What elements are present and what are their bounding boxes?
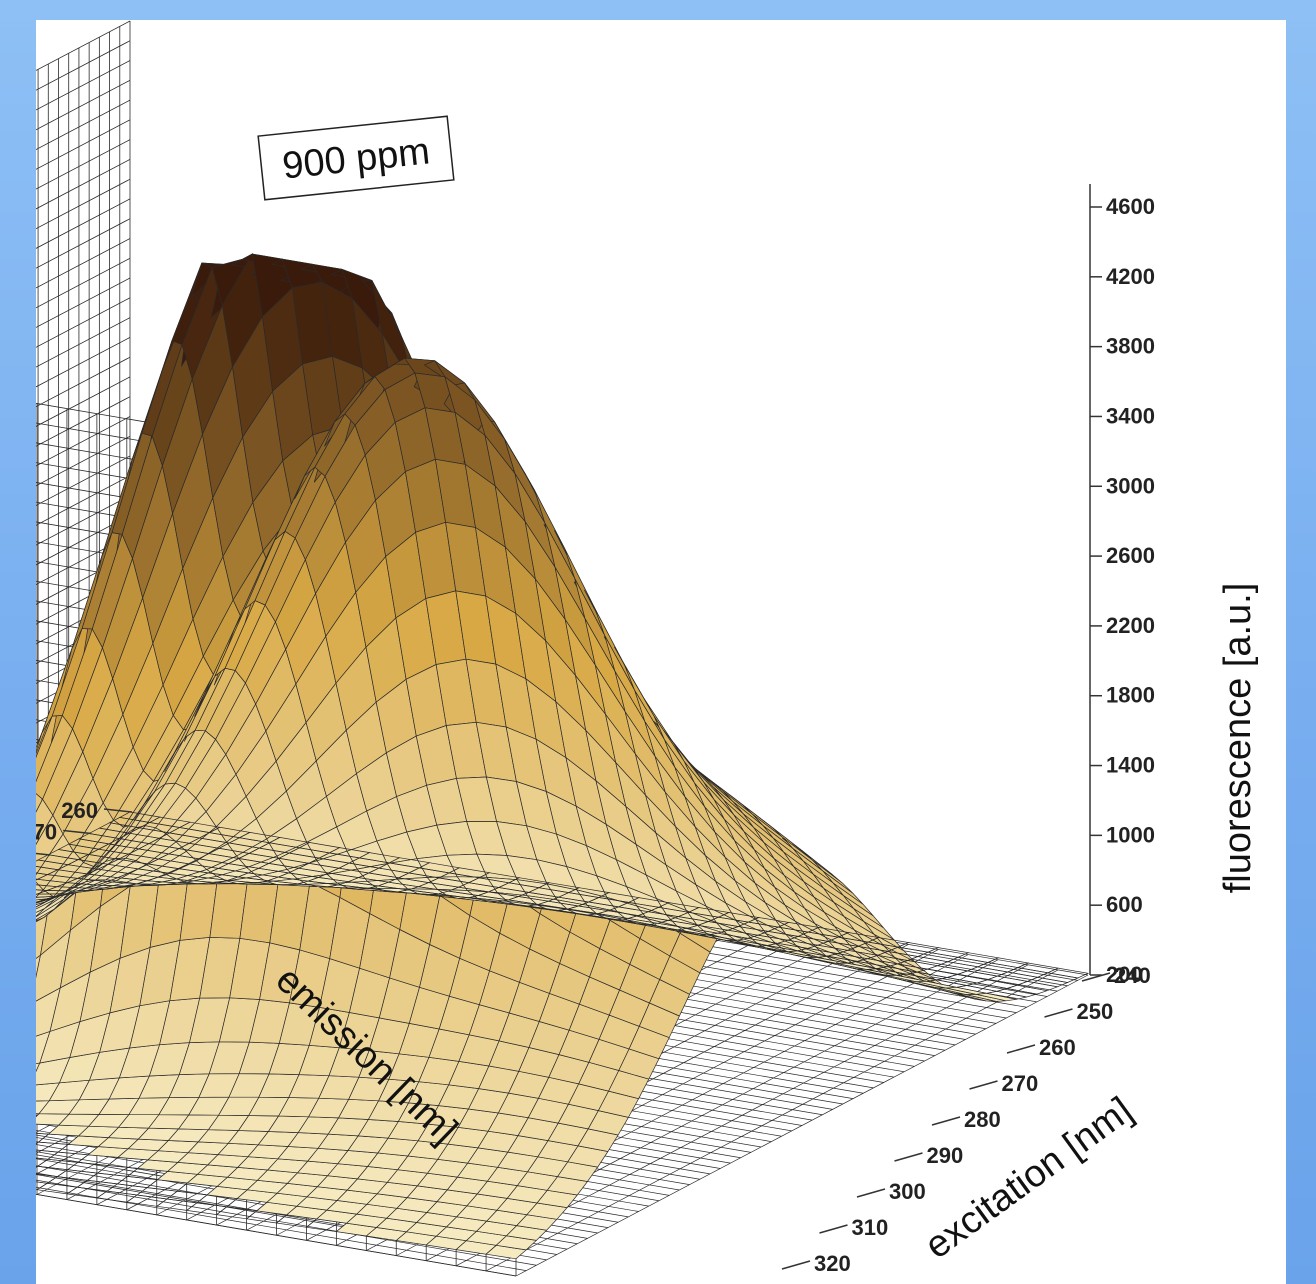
annotation-box [257, 115, 455, 201]
z-tick-label: 600 [1106, 892, 1143, 917]
excitation-tick-label: 260 [1039, 1035, 1076, 1060]
z-tick-label: 2600 [1106, 543, 1155, 568]
excitation-tick-label: 250 [1077, 999, 1114, 1024]
z-tick-label: 4200 [1106, 264, 1155, 289]
z-tick-label: 3000 [1106, 473, 1155, 498]
emission-tick-mark [103, 808, 133, 813]
excitation-tick-mark [1006, 1044, 1036, 1054]
excitation-tick-label: 290 [927, 1143, 964, 1168]
emission-tick-label: 260 [61, 798, 98, 823]
z-tick-label: 2200 [1106, 613, 1155, 638]
excitation-tick-label: 310 [852, 1215, 889, 1240]
excitation-axis-label: excitation [nm] [917, 1089, 1140, 1267]
surface-cell [36, 1157, 49, 1167]
excitation-tick-mark [781, 1260, 811, 1270]
excitation-tick-label: 280 [964, 1107, 1001, 1132]
surface-cell [1046, 967, 1090, 979]
excitation-tick-mark [856, 1188, 886, 1198]
excitation-tick-mark [894, 1152, 923, 1162]
fluorescence-surface [36, 252, 1090, 1260]
floor-grid-line [515, 974, 1089, 1277]
excitation-tick-mark [931, 1116, 961, 1126]
z-tick-label: 1000 [1106, 822, 1155, 847]
wall-grid-line [36, 791, 517, 1257]
z-tick-label: 4600 [1106, 194, 1155, 219]
concentration-annotation: 900 ppm [257, 115, 455, 201]
emission-axis-ticks: 2602702802903003103203303403503603703803… [36, 798, 133, 856]
excitation-tick-label: 300 [889, 1179, 926, 1204]
floor-grid-line [485, 969, 1059, 1272]
z-axis-ticks: 200 600 1000 1400 1800 2200 2600 3000 3400 3800 42… [1089, 183, 1155, 987]
excitation-tick-mark [819, 1224, 848, 1234]
excitation-tick-label: 270 [1002, 1071, 1039, 1096]
fluorescence-axis-label: fluorescence [a.u.] [1217, 583, 1259, 894]
surface-plot: 200 600 1000 1400 1800 2200 2600 3000 3400 3800 42… [36, 20, 1259, 1277]
excitation-tick-mark [1044, 1008, 1073, 1018]
emission-tick-mark [36, 852, 51, 856]
z-tick-label: 3800 [1106, 334, 1155, 359]
emission-tick-label: 270 [36, 820, 57, 845]
excitation-tick-label: 240 [1114, 963, 1151, 988]
z-tick-label: 200 [1106, 962, 1143, 987]
excitation-tick-label: 320 [814, 1251, 851, 1276]
z-tick-label: 1400 [1106, 753, 1155, 778]
emission-tick-mark [63, 829, 92, 835]
z-tick-label: 3400 [1106, 403, 1155, 428]
excitation-tick-mark [969, 1080, 998, 1090]
chart-figure: 200 600 1000 1400 1800 2200 2600 3000 3400 3800 42… [36, 20, 1286, 1284]
excitation-tick-mark [1081, 972, 1111, 982]
z-tick-label: 1800 [1106, 683, 1155, 708]
